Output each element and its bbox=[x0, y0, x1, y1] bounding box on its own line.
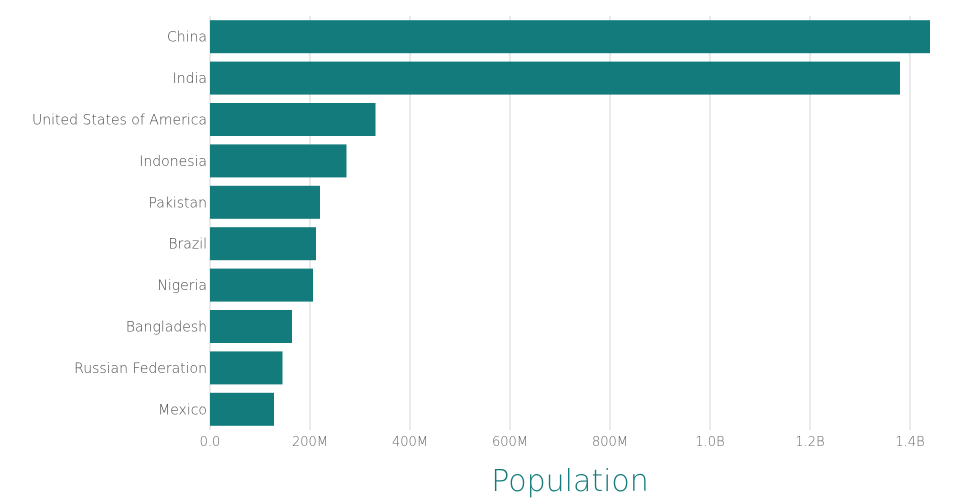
category-label: United States of America bbox=[32, 113, 207, 129]
category-labels: China India United States of America Indone… bbox=[32, 30, 207, 419]
category-label: Brazil bbox=[168, 237, 207, 253]
x-tick-label: 200M bbox=[292, 435, 328, 450]
x-tick-label: 0.0 bbox=[200, 435, 221, 450]
bar[interactable] bbox=[210, 103, 376, 136]
category-label: China bbox=[167, 30, 207, 46]
x-tick-label: 1.4B bbox=[895, 435, 924, 450]
category-label: Nigeria bbox=[157, 278, 207, 294]
bar[interactable] bbox=[210, 185, 320, 219]
bar[interactable] bbox=[210, 227, 316, 261]
bar[interactable] bbox=[210, 310, 292, 343]
category-label: Russian Federation bbox=[74, 361, 207, 377]
x-tick-label: 600M bbox=[492, 435, 528, 450]
bar[interactable] bbox=[210, 351, 283, 385]
category-label: Mexico bbox=[158, 402, 207, 418]
x-tick-label: 800M bbox=[592, 435, 628, 450]
category-label: Bangladesh bbox=[126, 320, 207, 336]
bar[interactable] bbox=[210, 144, 347, 178]
x-tick-label: 1.0B bbox=[695, 435, 724, 450]
category-label: Indonesia bbox=[139, 154, 207, 170]
bar[interactable] bbox=[210, 268, 313, 302]
category-label: India bbox=[173, 71, 207, 87]
bars bbox=[210, 20, 930, 426]
bar[interactable] bbox=[210, 61, 900, 95]
bar[interactable] bbox=[210, 20, 930, 54]
x-tick-label: 1.2B bbox=[795, 435, 824, 450]
x-tick-labels: 0.0 200M 400M 600M 800M 1.0B 1.2B 1.4B bbox=[200, 435, 925, 450]
bar[interactable] bbox=[210, 392, 274, 426]
x-axis-title: Population bbox=[491, 464, 649, 499]
category-label: Pakistan bbox=[148, 195, 207, 211]
x-tick-label: 400M bbox=[392, 435, 428, 450]
